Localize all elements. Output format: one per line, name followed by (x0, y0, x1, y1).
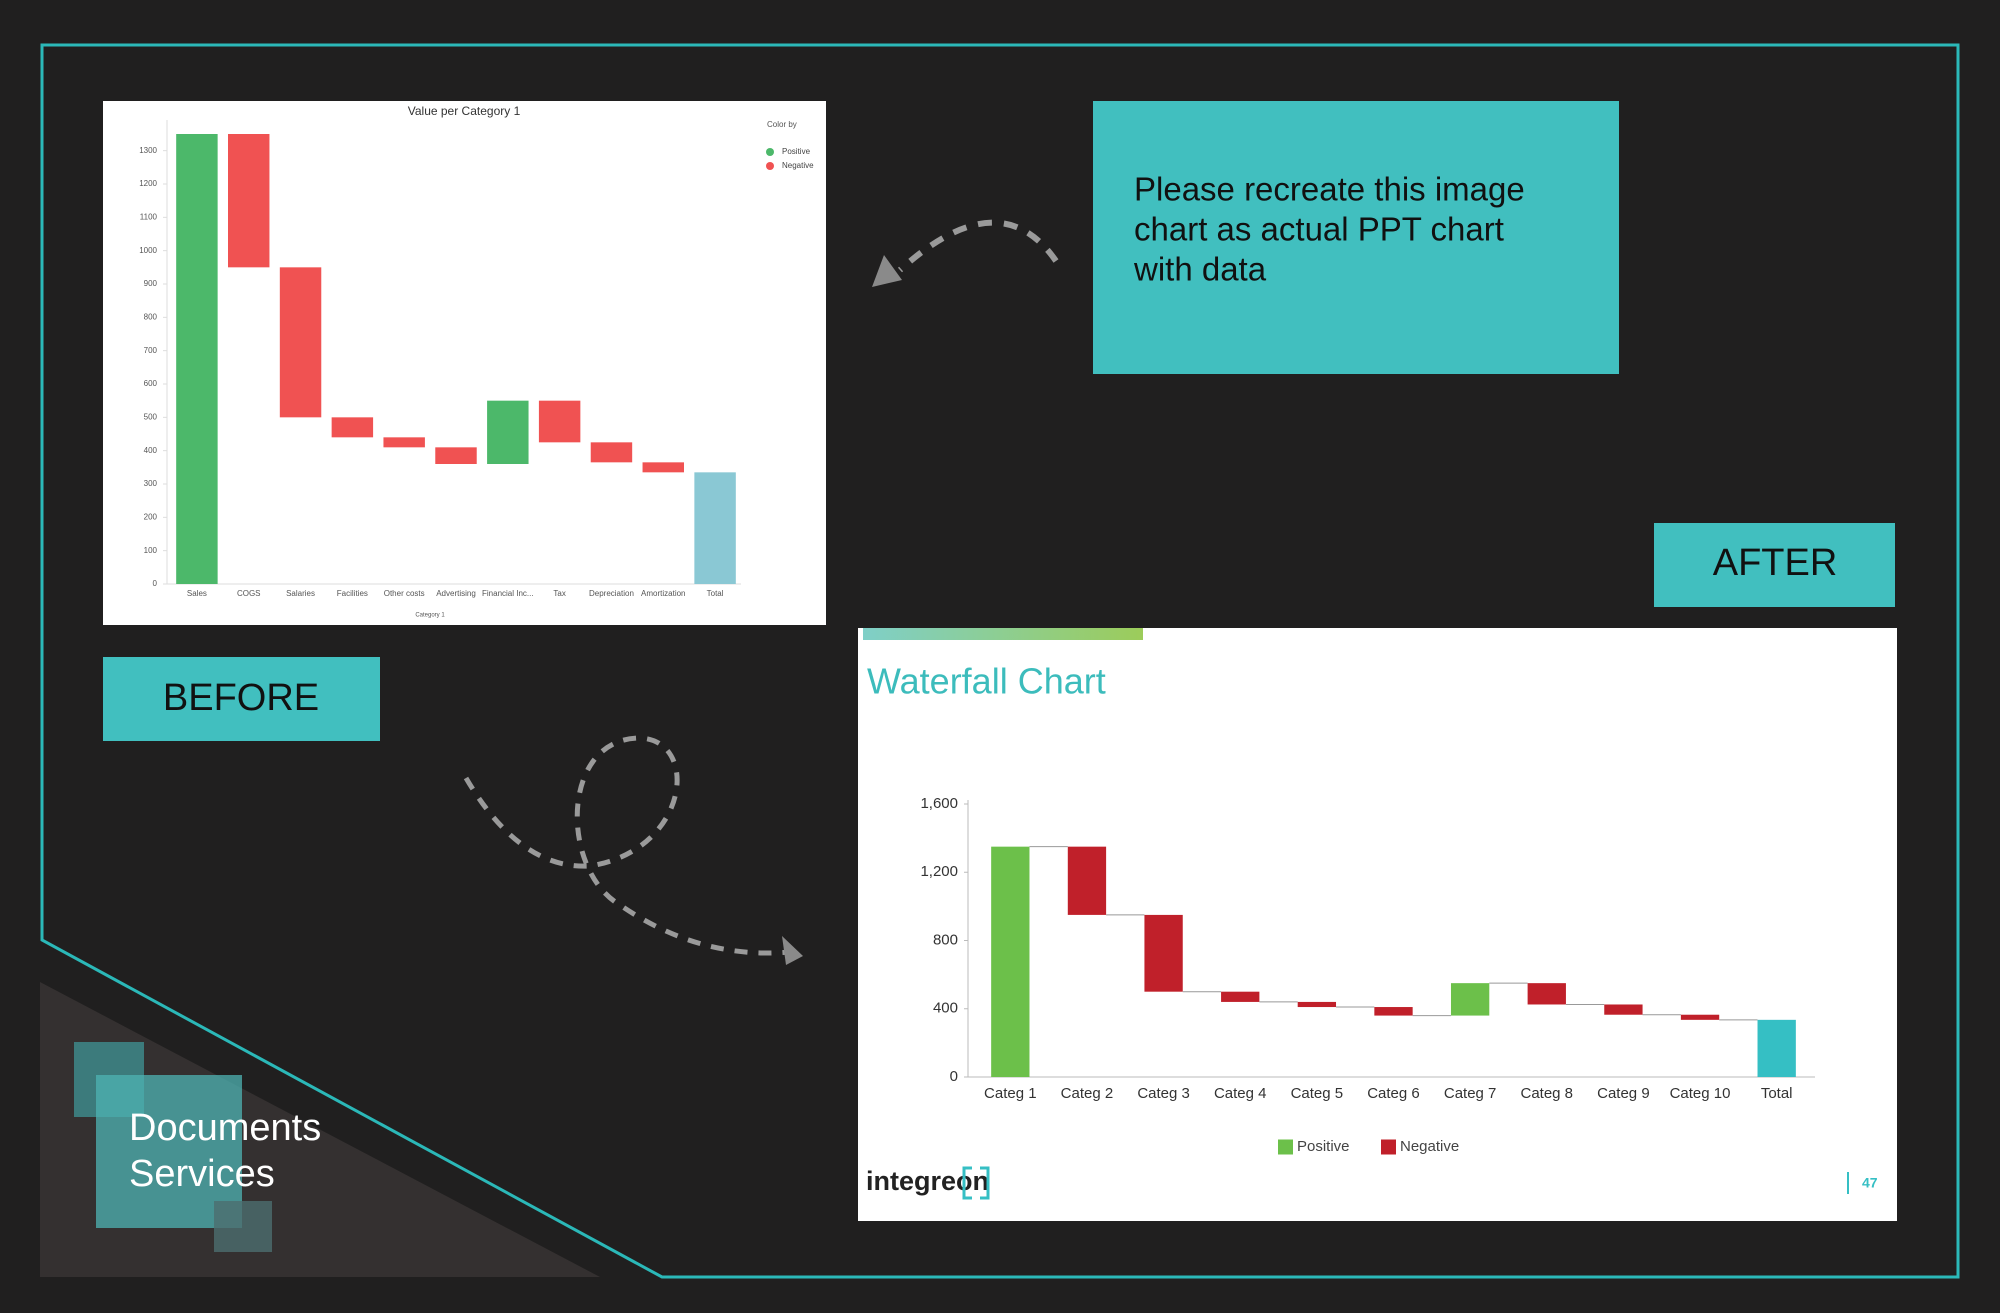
legend-label: Positive (782, 147, 811, 156)
y-tick-label: 600 (144, 379, 158, 388)
x-tick-label: Amortization (641, 589, 685, 598)
bar (1527, 983, 1566, 1005)
x-tick-label: Sales (187, 589, 207, 598)
x-tick-label: Tax (553, 589, 565, 598)
legend-title: Color by (767, 120, 797, 129)
request-line: chart as actual PPT chart (1134, 211, 1504, 248)
bar (1604, 1004, 1643, 1015)
deco-square (214, 1201, 272, 1252)
y-tick-label: 300 (144, 479, 158, 488)
bar (1450, 983, 1490, 1016)
x-tick-label: Categ 6 (1367, 1085, 1420, 1102)
y-tick-label: 1,600 (920, 795, 958, 812)
bar (228, 134, 270, 268)
bar (1374, 1007, 1413, 1016)
y-tick-label: 1,200 (920, 863, 958, 880)
bar (435, 447, 477, 464)
logo-bracket (962, 1166, 990, 1200)
brand-line: Documents (129, 1107, 321, 1149)
y-tick-label: 800 (144, 312, 158, 321)
frame (40, 43, 1960, 1279)
x-tick-label: COGS (237, 589, 261, 598)
x-tick-label: Facilities (337, 589, 368, 598)
x-tick-label: Depreciation (589, 589, 634, 598)
y-tick-label: 1000 (139, 246, 157, 255)
x-tick-label: Salaries (286, 589, 315, 598)
y-tick-label: 200 (144, 512, 158, 521)
chart-title: Waterfall Chart (867, 661, 1106, 702)
bar (694, 472, 736, 584)
bar (1297, 1001, 1337, 1008)
accent-bar (863, 628, 1143, 640)
x-tick-label: Categ 7 (1444, 1085, 1497, 1102)
bar (383, 437, 425, 448)
y-tick-label: 100 (144, 546, 158, 555)
legend-label: Positive (1297, 1138, 1350, 1155)
dashed-arrow (897, 219, 1059, 273)
y-tick-label: 0 (153, 579, 158, 588)
bar (279, 267, 322, 418)
after-box (1654, 523, 1895, 607)
bar (1067, 846, 1107, 915)
before-label: BEFORE (163, 677, 319, 719)
after-chart-panel (858, 628, 1897, 1221)
x-axis-label: Category 1 (415, 613, 445, 619)
request-box (1093, 101, 1619, 374)
request-line: with data (1133, 251, 1267, 288)
bar (991, 846, 1030, 1077)
y-tick-label: 400 (144, 446, 158, 455)
bar (1680, 1014, 1720, 1020)
bar (487, 400, 529, 464)
y-tick-label: 1300 (139, 146, 157, 155)
bar (642, 462, 684, 473)
logo: integreon (866, 1166, 989, 1196)
bar (1757, 1019, 1796, 1077)
brand-line: Services (129, 1153, 275, 1195)
y-tick-label: 900 (144, 279, 158, 288)
arrow-head (872, 255, 902, 287)
y-tick-label: 700 (144, 346, 158, 355)
bar (1221, 991, 1260, 1002)
y-tick-label: 500 (144, 412, 158, 421)
bar (590, 442, 633, 463)
x-tick-label: Other costs (384, 589, 425, 598)
bar (1144, 914, 1183, 992)
legend-swatch (766, 148, 774, 156)
after-label: AFTER (1713, 542, 1838, 584)
legend-label: Negative (782, 161, 814, 170)
request-line: Please recreate this image (1134, 171, 1525, 208)
bar (538, 400, 581, 443)
bar (331, 417, 374, 438)
x-tick-label: Categ 8 (1520, 1085, 1573, 1102)
x-tick-label: Categ 5 (1291, 1085, 1344, 1102)
x-tick-label: Total (707, 589, 724, 598)
y-tick-label: 0 (950, 1068, 958, 1085)
chart-title: Value per Category 1 (408, 104, 521, 118)
x-tick-label: Categ 10 (1670, 1085, 1731, 1102)
legend-swatch (1278, 1139, 1293, 1155)
legend-label: Negative (1400, 1138, 1459, 1155)
x-tick-label: Advertising (436, 589, 476, 598)
x-tick-label: Financial Inc... (482, 589, 534, 598)
y-tick-label: 800 (933, 931, 958, 948)
bar (176, 134, 218, 584)
x-tick-label: Categ 3 (1137, 1085, 1190, 1102)
y-tick-label: 1100 (140, 212, 158, 221)
arrow-head (782, 936, 803, 965)
x-tick-label: Total (1761, 1085, 1793, 1102)
x-tick-label: Categ 4 (1214, 1085, 1267, 1102)
legend-swatch (766, 162, 774, 170)
x-tick-label: Categ 1 (984, 1085, 1037, 1102)
y-tick-label: 400 (933, 1000, 958, 1017)
x-tick-label: Categ 9 (1597, 1085, 1650, 1102)
y-tick-label: 1200 (139, 179, 157, 188)
x-tick-label: Categ 2 (1061, 1085, 1114, 1102)
before-box (103, 657, 380, 741)
page-number: 47 (1862, 1175, 1878, 1191)
legend-swatch (1381, 1139, 1396, 1155)
